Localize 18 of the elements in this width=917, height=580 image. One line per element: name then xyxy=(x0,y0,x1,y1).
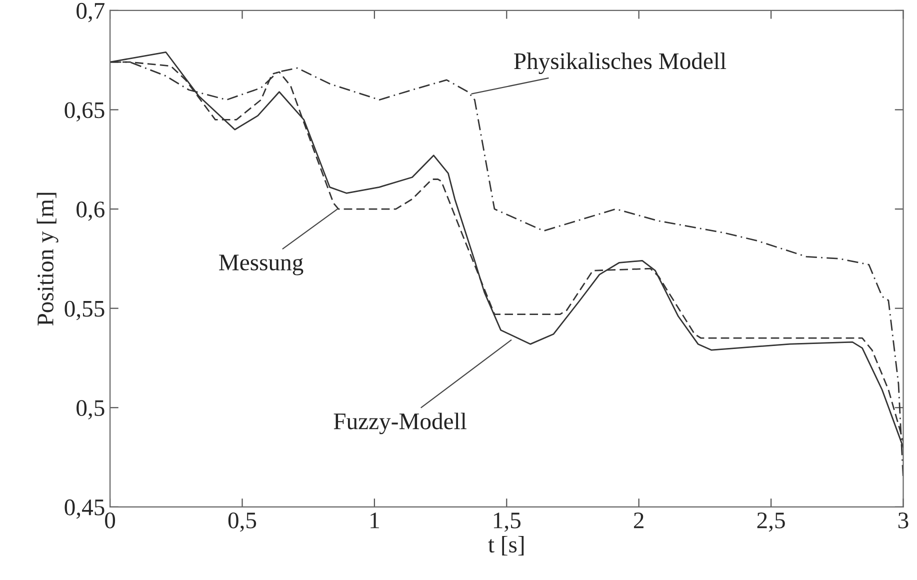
x-tick-label: 0 xyxy=(105,512,116,528)
x-tick-label: 0,5 xyxy=(228,512,256,532)
x-tick-label: 1 xyxy=(370,512,379,528)
annotation: Messung xyxy=(219,254,304,276)
x-tick-label: 2 xyxy=(634,512,644,528)
y-axis-title: Position y [m] xyxy=(36,192,58,326)
x-tick-label: 2,5 xyxy=(757,512,785,532)
y-tick-label: 0,7 xyxy=(76,2,104,22)
annotation: Physikalisches Modell xyxy=(514,52,726,74)
x-tick-label: 1,5 xyxy=(494,512,520,532)
y-tick-label: 0,65 xyxy=(64,102,104,122)
annotation: Fuzzy-Modell xyxy=(334,412,466,434)
y-tick-label: 0,55 xyxy=(64,300,104,320)
y-tick-label: 0,5 xyxy=(76,400,104,420)
y-tick-label: 0,45 xyxy=(64,499,104,519)
y-tick-label: 0,6 xyxy=(76,202,104,221)
x-axis-title: t [s] xyxy=(488,536,524,556)
x-tick-label: 3 xyxy=(898,512,908,528)
